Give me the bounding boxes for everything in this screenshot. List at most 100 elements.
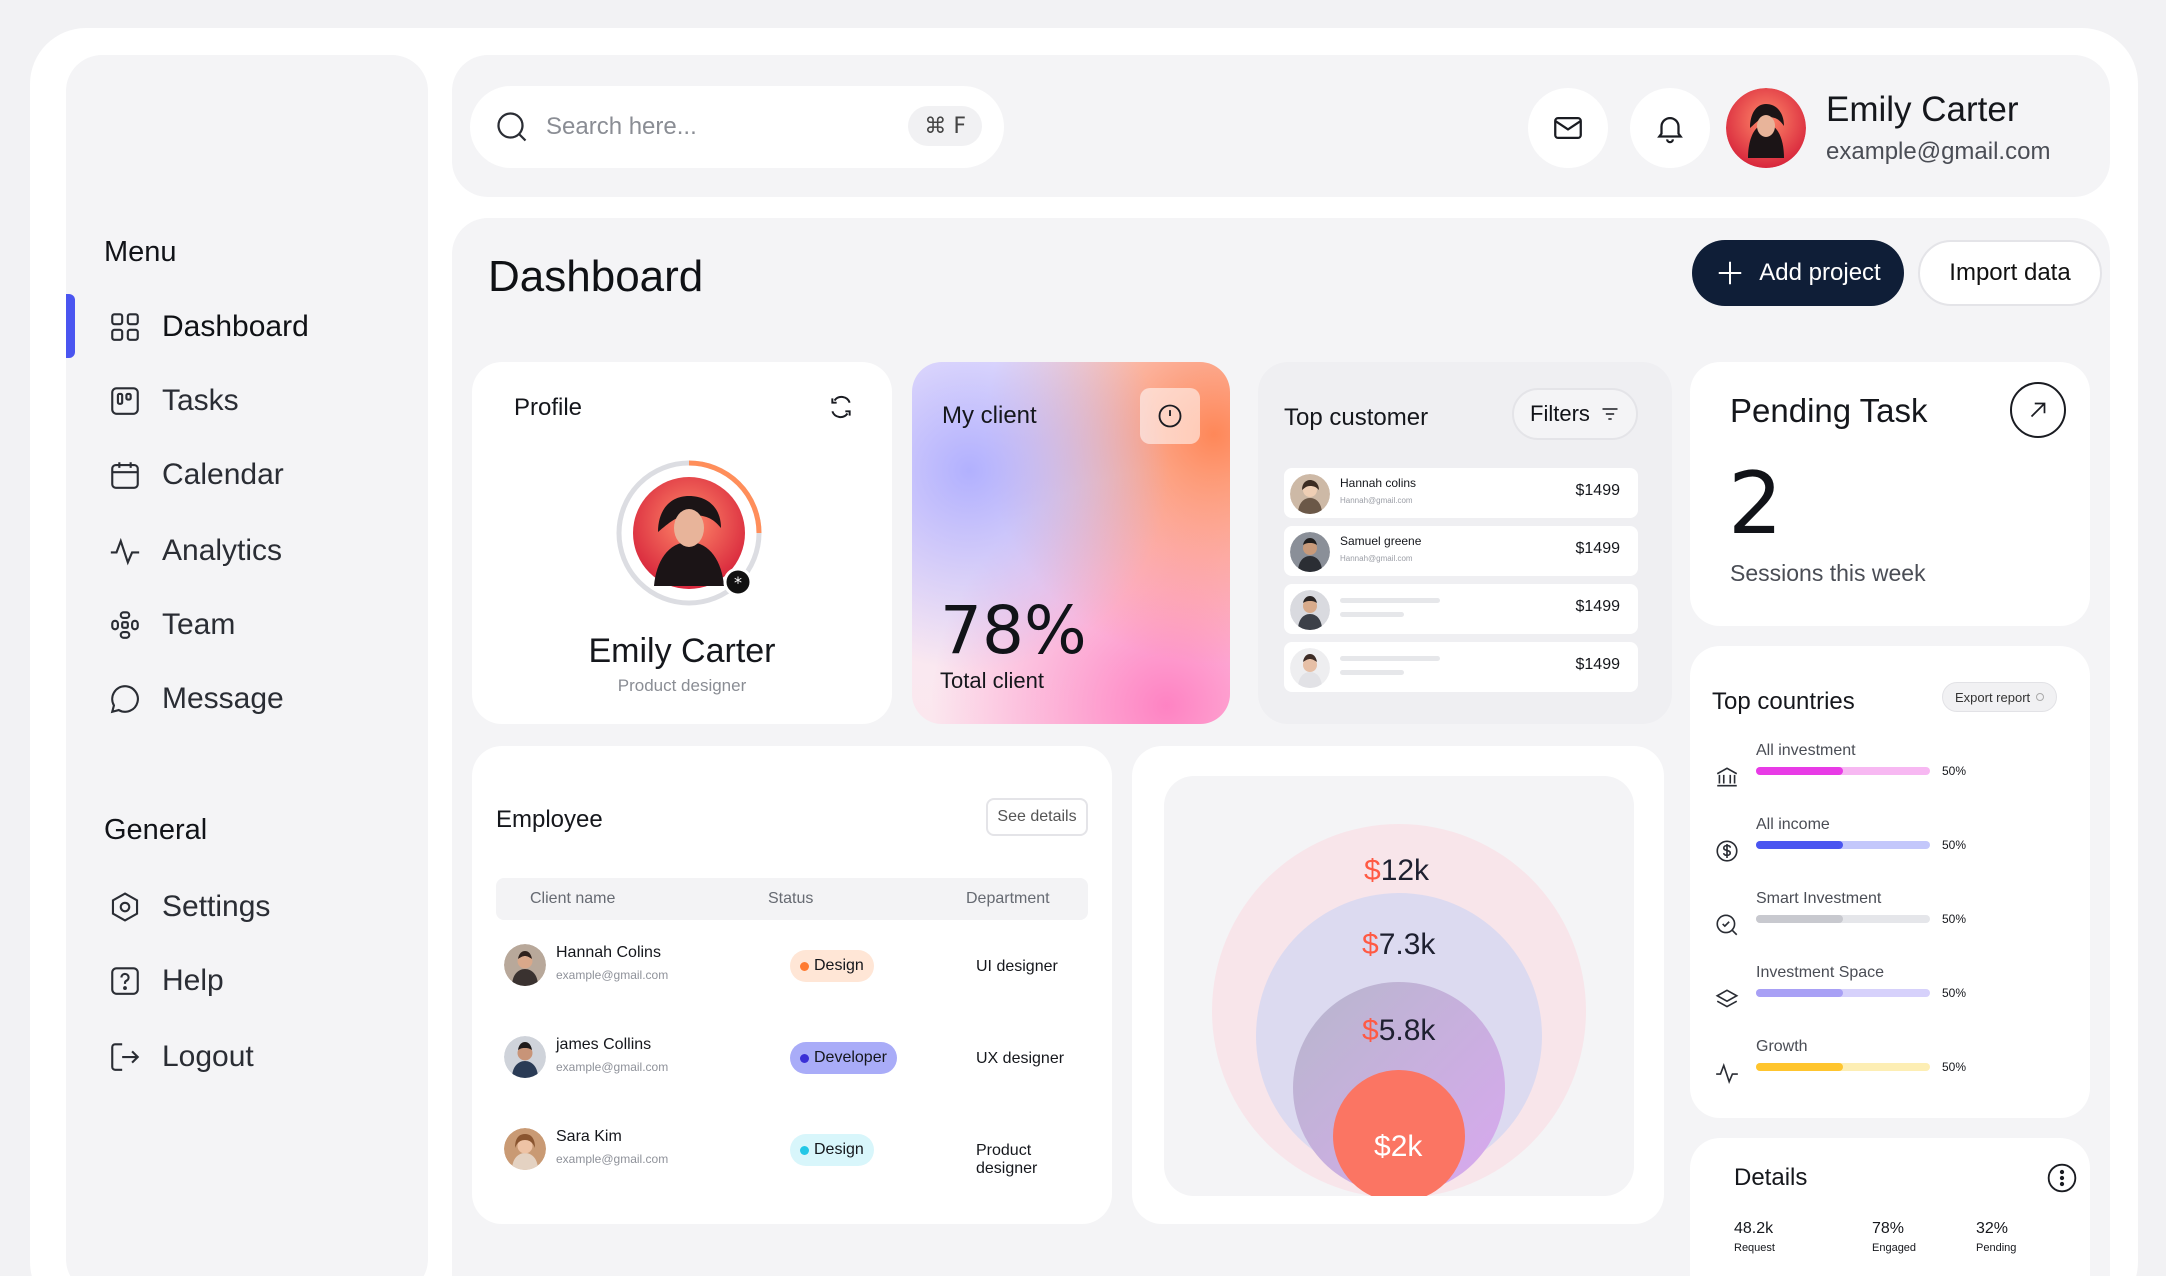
sidebar-item-label: Tasks: [162, 384, 239, 417]
stat-value: 78%: [1872, 1220, 1905, 1237]
country-row: Smart Investment 50%: [1714, 890, 2074, 950]
layers-icon: [1715, 989, 1739, 1008]
list-item[interactable]: $1499: [1284, 584, 1638, 634]
add-project-button[interactable]: Add project: [1692, 240, 1904, 306]
placeholder-bar: [1340, 598, 1440, 603]
progress-track: [1756, 841, 1930, 849]
bubble-inner-circle: [1333, 1070, 1465, 1196]
my-client-card: My client 78% Total client: [912, 362, 1230, 724]
sidebar-item-message[interactable]: Message: [108, 682, 284, 716]
placeholder-bar: [1340, 612, 1404, 617]
top-customer-title: Top customer: [1284, 404, 1429, 431]
hexagon-gear-icon: [111, 892, 139, 922]
table-row[interactable]: Sara Kim example@gmail.com Design Produc…: [496, 1122, 1096, 1182]
logout-icon: [111, 1043, 140, 1071]
avatar: [504, 1036, 546, 1078]
table-row[interactable]: Hannah Colins example@gmail.com Design U…: [496, 938, 1096, 998]
search-icon: [497, 112, 527, 142]
country-row: Growth 50%: [1714, 1038, 2074, 1098]
stat-value: 32%: [1976, 1220, 2009, 1237]
placeholder-bar: [1340, 670, 1404, 675]
employee-email: example@gmail.com: [556, 1152, 669, 1166]
menu-heading: Menu: [104, 236, 177, 268]
customer-name: Hannah colins: [1340, 476, 1417, 490]
kanban-icon: [111, 387, 139, 415]
top-countries-title: Top countries: [1712, 688, 1855, 715]
refresh-icon[interactable]: [828, 394, 854, 420]
sidebar-item-team[interactable]: Team: [108, 608, 235, 642]
bubble-label: $2k: [1374, 1130, 1423, 1163]
sidebar-item-settings[interactable]: Settings: [108, 890, 270, 924]
country-percent: 50%: [1942, 764, 1967, 778]
import-data-button[interactable]: Import data: [1918, 240, 2102, 306]
search-icon: [1716, 914, 1738, 936]
sidebar-item-label: Team: [162, 608, 236, 641]
sidebar-item-help[interactable]: Help: [108, 964, 224, 998]
detail-stat: 78% Engaged: [1872, 1220, 1916, 1254]
open-pending-button[interactable]: [2010, 382, 2066, 438]
my-client-value: 78%: [940, 592, 1087, 669]
sidebar-item-tasks[interactable]: Tasks: [108, 384, 239, 418]
bubble-label: $5.8k: [1362, 1014, 1436, 1047]
country-row: All investment 50%: [1714, 742, 2074, 802]
mail-icon: [1554, 116, 1582, 140]
mail-button[interactable]: [1528, 88, 1608, 168]
employee-name: Sara Kim: [556, 1128, 622, 1145]
search-input[interactable]: [546, 113, 886, 141]
bank-icon: [1716, 767, 1738, 787]
help-icon: [111, 967, 139, 995]
employee-department: UI designer: [976, 958, 1058, 975]
progress-fill: [1756, 1063, 1843, 1071]
column-header: Department: [966, 890, 1050, 907]
pending-task-title: Pending Task: [1730, 392, 1928, 429]
svg-text:*: *: [734, 573, 742, 592]
info-icon: [2036, 693, 2045, 701]
sidebar-item-label: Message: [162, 682, 284, 715]
profile-role: Product designer: [617, 676, 747, 695]
timer-button[interactable]: [1140, 388, 1200, 444]
profile-title: Profile: [514, 394, 583, 421]
profile-avatar: *: [616, 460, 762, 606]
employee-department: UX designer: [976, 1050, 1065, 1067]
avatar[interactable]: [1726, 88, 1806, 168]
stat-label: Request: [1734, 1242, 1775, 1254]
customer-price: $1499: [1575, 540, 1621, 557]
sidebar-item-dashboard[interactable]: Dashboard: [108, 310, 309, 344]
sidebar-item-calendar[interactable]: Calendar: [108, 458, 284, 492]
see-details-button[interactable]: See details: [986, 798, 1088, 836]
list-item[interactable]: Hannah colins Hannah@gmail.com $1499: [1284, 468, 1638, 518]
more-icon[interactable]: [2046, 1162, 2078, 1194]
progress-fill: [1756, 989, 1843, 997]
detail-stat: 32% Pending: [1976, 1220, 2016, 1254]
list-item[interactable]: $1499: [1284, 642, 1638, 692]
search-bar[interactable]: ⌘ F: [470, 86, 1004, 168]
country-percent: 50%: [1942, 986, 1967, 1000]
employee-card: Employee See details Client name Status …: [472, 746, 1112, 1224]
country-row: Investment Space 50%: [1714, 964, 2074, 1024]
country-label: Growth: [1756, 1038, 1808, 1055]
list-item[interactable]: Samuel greene Hannah@gmail.com $1499: [1284, 526, 1638, 576]
filters-button[interactable]: Filters: [1512, 388, 1638, 440]
my-client-title: My client: [942, 402, 1037, 429]
team-icon: [111, 611, 139, 639]
employee-name: james Collins: [556, 1036, 652, 1053]
notification-button[interactable]: [1630, 88, 1710, 168]
status-badge: Developer: [790, 1042, 897, 1074]
country-label: All income: [1756, 816, 1830, 833]
page-title: Dashboard: [488, 252, 704, 301]
sidebar-item-label: Dashboard: [162, 310, 309, 343]
country-percent: 50%: [1942, 912, 1967, 926]
sidebar-item-analytics[interactable]: Analytics: [108, 534, 282, 568]
progress-track: [1756, 767, 1930, 775]
customer-price: $1499: [1575, 482, 1621, 499]
my-client-caption: Total client: [940, 668, 1044, 693]
add-project-label: Add project: [1759, 259, 1881, 286]
bell-icon: [1657, 117, 1683, 144]
table-row[interactable]: james Collins example@gmail.com Develope…: [496, 1030, 1096, 1090]
sidebar-item-logout[interactable]: Logout: [108, 1040, 254, 1074]
status-badge: Design: [790, 1134, 874, 1166]
sidebar-item-label: Logout: [162, 1040, 254, 1073]
customer-price: $1499: [1575, 656, 1621, 673]
general-heading: General: [104, 814, 208, 846]
export-report-button[interactable]: Export report: [1942, 682, 2058, 712]
